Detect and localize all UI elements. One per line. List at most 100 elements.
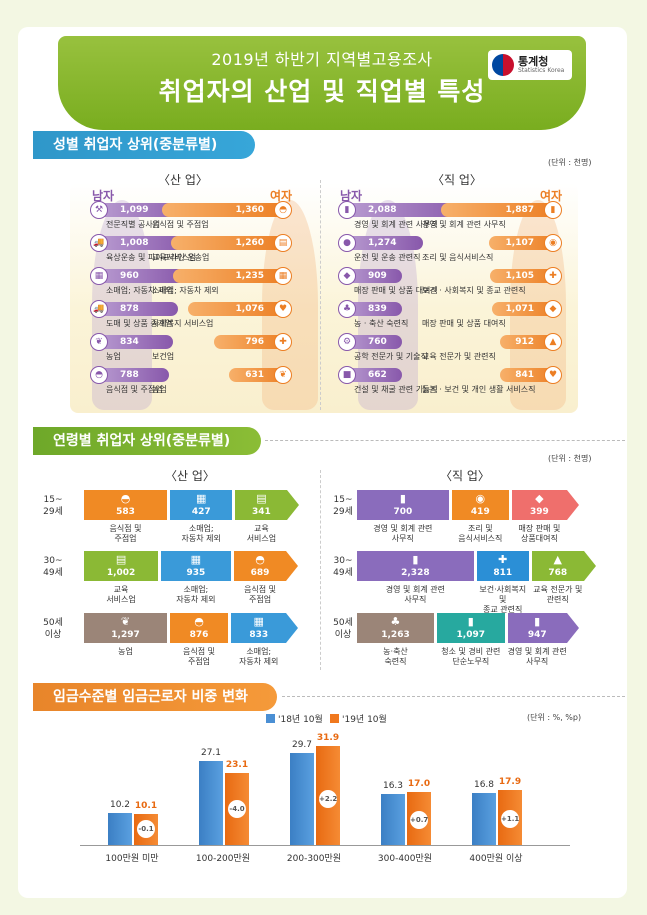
section2-unit: (단위 : 천명) [548, 454, 592, 463]
occupation-age-label: 경영 및 회계 관련 사무직 [373, 524, 433, 543]
occupation-male-label-0: 경영 및 회계 관련 사무직 [354, 220, 438, 229]
occupation-female-bar: 1,107 [489, 236, 558, 250]
occupation-female-bar: 1,105 [489, 269, 558, 283]
occupation-age-value: 1,097 [456, 630, 486, 640]
teacher-icon: ▲ [553, 553, 562, 566]
wage-bar-2018 [290, 752, 314, 845]
occupation-female-label-4: 교육 전문가 및 관련직 [422, 352, 496, 361]
industry-age-label: 교육 서비스업 [106, 585, 136, 604]
industry-age-bar: ▦ 833 [231, 613, 287, 643]
industry-age-value: 935 [186, 568, 206, 578]
industry-female-label-0: 음식점 및 주점업 [152, 220, 209, 229]
industry-age-value: 427 [191, 507, 211, 517]
occupation-male-bar: 1,274 [344, 236, 423, 250]
occupation-age-value: 1,263 [381, 630, 410, 640]
logo-english: Statistics Korea [518, 67, 565, 74]
wage-value-2019: 31.9 [316, 733, 340, 744]
store-icon: ▦ [253, 615, 264, 628]
wage-value-2018: 16.8 [473, 779, 495, 790]
worker-icon: ■ [338, 366, 356, 384]
industry-age-value: 341 [252, 507, 271, 517]
industry-female-label-5: 농업 [152, 385, 167, 394]
medical-icon: ✚ [274, 333, 292, 351]
occupation-age-label: 경영 및 회계 관련 사무직 [385, 585, 445, 604]
occupation-male-bar: 662 [344, 368, 402, 382]
occupation-age-value: 419 [470, 507, 490, 517]
wage-change-badge: +1.1 [501, 809, 519, 828]
occupation-female-label-2: 보건 · 사회복지 및 종교 관련직 [422, 286, 526, 295]
truck-icon: 🚚 [90, 234, 108, 252]
industry-age-label: 음식점 및 주점업 [244, 585, 277, 604]
industry-female-label-4: 보건업 [152, 352, 175, 361]
industry-age-bar: ◓ 583 [84, 490, 168, 520]
office-icon: ▮ [544, 201, 562, 219]
occupation-female-bar: 1,071 [491, 302, 558, 316]
occupation-age-bar: ✚ 811 [476, 551, 529, 581]
heart-icon: ♥ [274, 300, 292, 318]
shop-icon: ◆ [338, 267, 356, 285]
industry-age-label: 농업 [118, 647, 133, 656]
industry-age-value: 1,297 [111, 630, 140, 640]
industry-female-bar: 796 [214, 335, 288, 349]
industry-age-label: 교육 서비스업 [246, 524, 277, 543]
industry-age-value: 689 [250, 568, 270, 578]
section2-divider [320, 470, 321, 670]
wage-value-2018: 29.7 [291, 739, 313, 750]
occupation-male-label: 남자 [340, 189, 363, 203]
legend-label-2019: '19년 10월 [342, 715, 387, 725]
industry-female-bar: 1,076 [188, 302, 288, 316]
wage-category-label: 200-300만원 [286, 854, 342, 864]
occupation-female-label-5: 돌봄 · 보건 및 개인 생활 서비스직 [422, 385, 536, 394]
industry-age-value: 1,002 [106, 568, 136, 578]
occupation-age-value: 947 [527, 630, 547, 640]
industry-female-label-3: 사회복지 서비스업 [152, 319, 214, 328]
industry-age-label: 소매업; 자동차 제외 [181, 524, 221, 543]
industry-male-bar: 834 [96, 335, 174, 349]
chef-icon: ◉ [544, 234, 562, 252]
age-label-0: 15~ 29세 [43, 495, 63, 517]
legend-label-2018: '18년 10월 [278, 715, 323, 725]
leaf-icon: ❦ [90, 333, 108, 351]
engineer-icon: ⚙ [338, 333, 356, 351]
store-icon: ▦ [190, 553, 202, 566]
dish-icon: ◓ [194, 615, 204, 628]
legend-swatch-2018 [266, 714, 275, 723]
farmer-icon: ♣ [338, 300, 356, 318]
office-icon: ▮ [399, 492, 406, 505]
logo: 통계청 Statistics Korea [488, 50, 572, 80]
wage-value-2018: 10.2 [109, 800, 131, 811]
occupation-age-label: 교육 전문가 및 관련직 [533, 585, 583, 604]
industry-female-bar: 1,360 [161, 203, 288, 217]
cleaner-icon: ▮ [467, 615, 474, 628]
wage-change-badge: -0.1 [137, 820, 155, 839]
wage-category-label: 300-400만원 [377, 854, 433, 864]
leaf-icon: ❦ [120, 615, 131, 628]
industry-age-bar: ▦ 935 [161, 551, 231, 581]
wage-category-label: 400만원 이상 [469, 854, 523, 864]
dish-icon: ◓ [274, 201, 292, 219]
book-icon: ▤ [256, 492, 267, 505]
occupation-age-bar: ◆ 399 [511, 490, 567, 520]
section3-unit: (단위 : %, %p) [527, 713, 582, 722]
wage-bar-2018 [381, 794, 405, 845]
industry-age-bar: ◓ 876 [170, 613, 228, 643]
section3-rule [282, 696, 625, 697]
wage-change-badge: -4.0 [228, 800, 246, 819]
occupation-age-value: 811 [493, 568, 513, 578]
wage-bar-2018 [199, 760, 223, 845]
office-icon: ▮ [412, 553, 419, 566]
industry-row-arrow [287, 490, 300, 520]
leaf-icon: ❦ [274, 366, 292, 384]
industry-male-label-0: 전문직별 공사업 [106, 220, 161, 229]
age-label-occ-1: 30~ 49세 [333, 556, 353, 578]
industry-female-bar: 631 [229, 368, 288, 382]
section1-divider [320, 180, 321, 410]
occupation-row-arrow [583, 551, 596, 581]
industry-male-bar: 1,008 [96, 236, 190, 250]
age-label-1: 30~ 49세 [43, 556, 63, 578]
truck-icon: 🚚 [90, 300, 108, 318]
industry-male-bar: 788 [96, 368, 170, 382]
wage-value-2019: 17.0 [407, 779, 431, 790]
store-icon: ▦ [274, 267, 292, 285]
section2-rule [265, 440, 625, 441]
